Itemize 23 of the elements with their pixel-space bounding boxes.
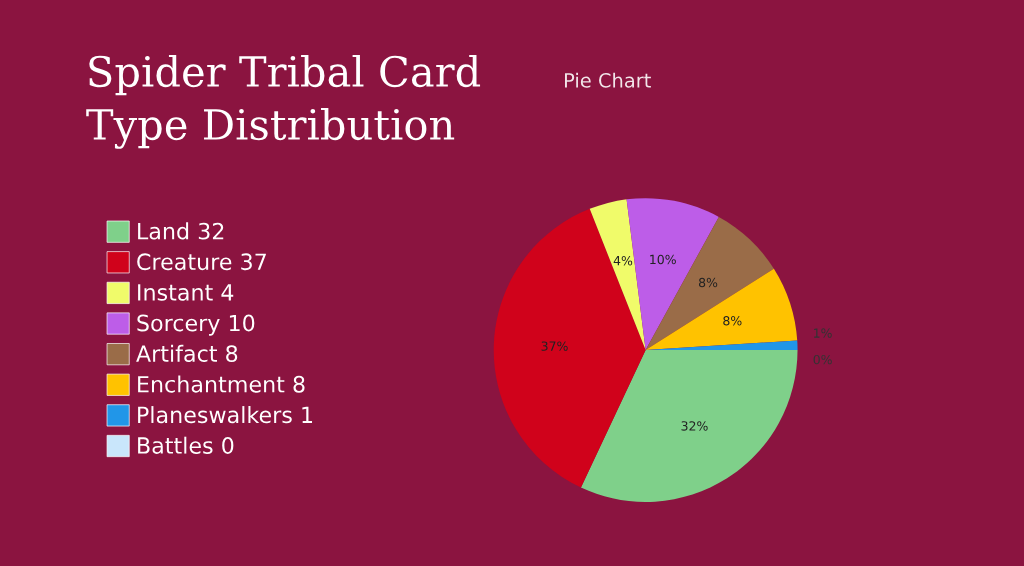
- legend-label: Battles 0: [138, 436, 234, 454]
- legend-label: Creature 37: [137, 253, 266, 271]
- legend-label: Land 32: [138, 222, 224, 240]
- legend-label: Artifact 8: [136, 344, 238, 363]
- data-label: 8%: [723, 316, 742, 326]
- pie-slice: [645, 268, 798, 351]
- data-label: 1%: [814, 328, 832, 338]
- chart-title: Spider Tribal Card Type Distribution: [86, 54, 481, 149]
- legend-label: Enchantment 8: [138, 375, 305, 393]
- text: 0%: [813, 354, 832, 365]
- data-label: 4%: [613, 255, 633, 266]
- legend-label: Sorcery 10: [137, 314, 255, 336]
- pie-slice: [589, 199, 646, 351]
- legend-label: Planeswalkers 1: [138, 406, 313, 424]
- pie-slice: [645, 216, 774, 351]
- data-label: 32%: [681, 421, 708, 431]
- data-label: 8%: [698, 277, 718, 288]
- pie-slice: [493, 208, 646, 488]
- chart-subtitle: Pie Chart: [565, 72, 651, 88]
- data-label: 10%: [650, 254, 676, 265]
- pie-slice: [580, 350, 798, 502]
- legend-label: Instant 4: [138, 284, 234, 301]
- data-label: 37%: [541, 341, 568, 351]
